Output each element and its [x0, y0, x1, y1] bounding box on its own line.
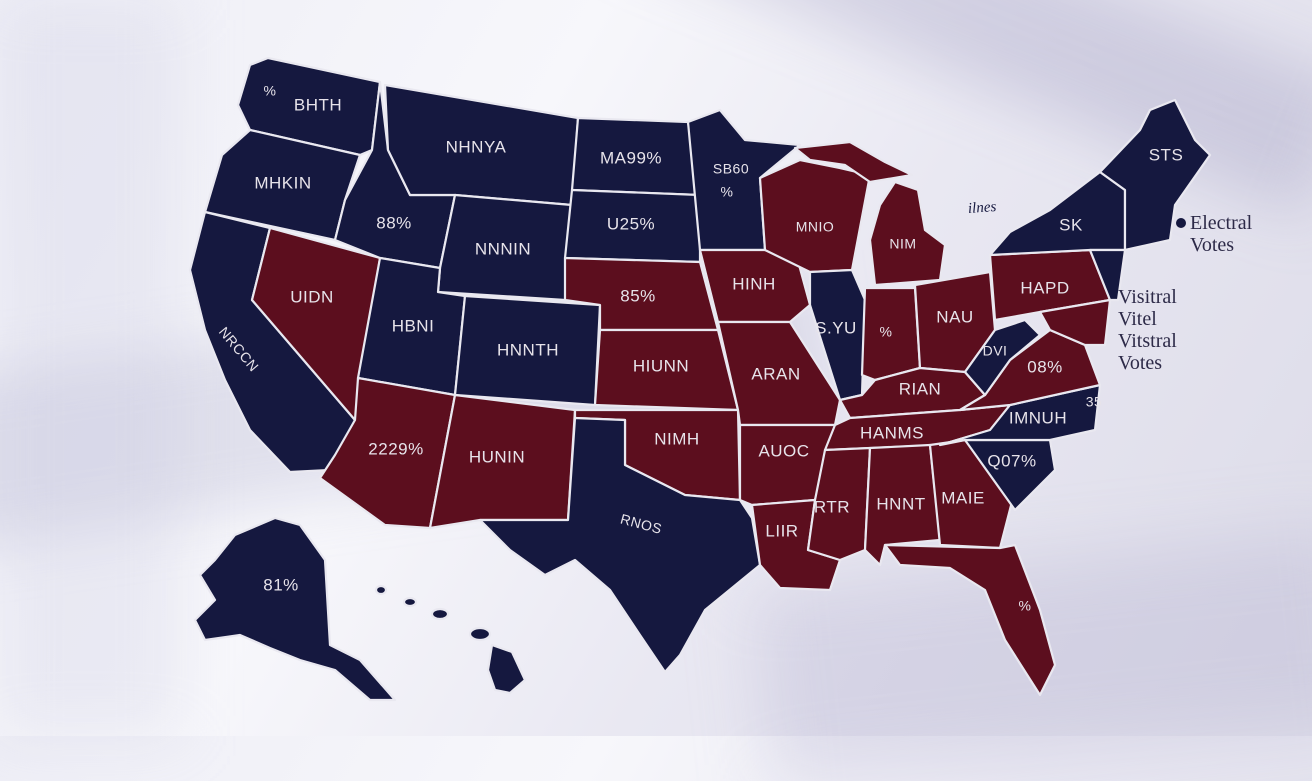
label-washington: BHTH: [294, 95, 342, 114]
label-south-carolina: Q07%: [987, 451, 1036, 470]
label-colorado: HNNTH: [497, 340, 559, 359]
state-hawaii-island-1: [468, 626, 492, 642]
label-wyoming: NNNIN: [475, 239, 531, 258]
state-new-england[interactable]: [1098, 98, 1212, 252]
state-maryland-delaware[interactable]: [1038, 298, 1112, 347]
legend-visitral-line-4: Votes: [1118, 352, 1163, 374]
state-west-virginia[interactable]: [963, 318, 1042, 397]
label-washington-mark: %: [264, 83, 277, 99]
label-new-mexico: HUNIN: [469, 447, 525, 466]
state-new-jersey[interactable]: [1088, 248, 1127, 302]
label-west-virginia: DVI: [983, 343, 1008, 359]
legend-dot: [1176, 218, 1186, 228]
label-south-dakota: U25%: [607, 214, 655, 233]
state-wyoming[interactable]: [436, 193, 574, 302]
label-wisconsin: MNIO: [796, 219, 835, 235]
state-alaska[interactable]: [193, 516, 397, 702]
label-indiana: %: [880, 324, 893, 340]
label-oregon: MHKIN: [254, 173, 311, 192]
legend-visitral-line-1: Visitral: [1118, 286, 1177, 308]
label-louisiana: LIIR: [765, 521, 798, 540]
state-wisconsin[interactable]: [758, 158, 872, 274]
label-kansas: HIUNN: [633, 356, 689, 375]
label-alaska: 81%: [263, 575, 299, 594]
state-hawaii-island-3: [402, 596, 418, 608]
legend-electoral-line-2: Votes: [1190, 234, 1235, 256]
label-maine: STS: [1149, 145, 1184, 164]
label-tennessee: HANMS: [860, 423, 924, 442]
state-north-carolina[interactable]: [938, 383, 1102, 447]
label-missouri: ARAN: [751, 364, 800, 383]
legend-visitral-line-3: Vitstral: [1118, 330, 1177, 352]
label-illinois: S.YU: [815, 318, 857, 337]
legend-visitral-line-2: Vitel: [1118, 308, 1157, 330]
label-new-york: SK: [1059, 215, 1083, 234]
state-hawaii-island-4: [374, 584, 388, 596]
state-florida[interactable]: [883, 543, 1057, 697]
us-electoral-map: BHTH % MHKIN NRCCN UIDN 88% NHNYA NNNIN …: [188, 56, 1212, 702]
label-arkansas: AUOC: [758, 441, 809, 460]
legend-electoral-line-1: Electral: [1190, 212, 1253, 234]
label-georgia: MAIE: [941, 488, 985, 507]
label-pennsylvania: HAPD: [1020, 278, 1069, 297]
label-arizona: 2229%: [368, 439, 423, 458]
legend-visitral: Visitral Vitel Vitstral Votes: [1118, 286, 1177, 374]
label-utah: HBNI: [392, 316, 435, 335]
label-minnesota-pct: %: [721, 184, 734, 200]
label-nc-side: 35: [1086, 394, 1103, 410]
label-michigan: NIM: [889, 236, 916, 252]
label-montana: NHNYA: [446, 137, 507, 156]
label-mississippi: RTR: [814, 497, 850, 516]
state-michigan-up[interactable]: [793, 140, 914, 184]
state-texas[interactable]: [478, 416, 762, 674]
label-north-dakota: MA99%: [600, 148, 662, 167]
label-minnesota: SB60: [713, 161, 749, 177]
label-nebraska: 85%: [620, 286, 656, 305]
label-virginia: 08%: [1027, 357, 1063, 376]
handwritten-scribble: ilnes: [967, 199, 997, 217]
state-washington[interactable]: [236, 56, 382, 157]
label-alabama: HNNT: [876, 494, 925, 513]
label-iowa: HINH: [732, 274, 776, 293]
state-michigan[interactable]: [868, 180, 947, 287]
label-ohio: NAU: [936, 307, 973, 326]
label-oklahoma: NIMH: [654, 429, 699, 448]
label-north-carolina: IMNUH: [1009, 408, 1067, 427]
label-idaho: 88%: [376, 213, 412, 232]
state-hawaii[interactable]: [486, 643, 527, 695]
label-florida: %: [1019, 598, 1032, 614]
legend-electoral: Electral Votes: [1190, 212, 1252, 256]
state-hawaii-island-2: [430, 607, 450, 621]
state-new-york[interactable]: [988, 170, 1127, 257]
label-kentucky: RIAN: [899, 379, 942, 398]
label-nevada: UIDN: [290, 287, 334, 306]
